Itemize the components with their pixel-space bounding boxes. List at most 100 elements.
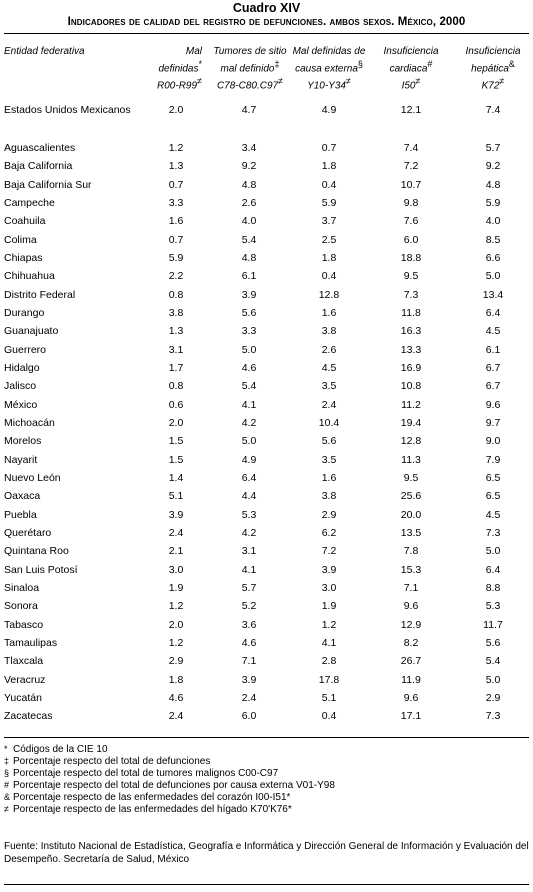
mal-definidas-cell: 1.5	[168, 453, 184, 466]
causa-externa-cell: 3.5	[321, 453, 337, 466]
mal-definidas-cell: 2.0	[168, 618, 184, 631]
hepatica-cell: 5.7	[485, 142, 501, 154]
causa-externa-cell: 1.8	[321, 251, 337, 264]
hepatica-cell: 5.9	[485, 196, 501, 209]
tumores-cell: 4.1	[241, 398, 257, 411]
entity-cell: Quintana Roo	[4, 545, 69, 558]
cardiaca-cell: 11.8	[401, 306, 421, 319]
tumores-cell: 4.8	[241, 178, 257, 191]
mal-definidas-cell: 1.8	[168, 673, 184, 686]
mal-definidas-cell: 1.4	[168, 471, 184, 484]
hepatica-cell: 4.5	[485, 325, 501, 338]
mal-definidas-cell: 1.6	[168, 215, 184, 228]
tumores-cell: 6.1	[241, 270, 257, 283]
footnotes: * Códigos de la CIE 10 ‡ Porcentaje respect…	[4, 744, 335, 816]
footnote-symbol: *	[4, 744, 8, 754]
cardiaca-cell: 12.9	[400, 618, 422, 631]
tumores-cell: 3.6	[241, 618, 257, 631]
tumores-cell: 4.8	[241, 251, 257, 264]
table-row: Tlaxcala 2.9 7.1 2.8 26.7 5.4	[0, 655, 533, 673]
entity-cell: Campeche	[4, 196, 55, 209]
mal-definidas-cell: 0.6	[168, 398, 184, 411]
table-row: Quintana Roo 2.1 3.1 7.2 7.8 5.0	[0, 545, 533, 563]
tumores-cell: 6.0	[241, 710, 257, 723]
hepatica-cell: 7.9	[485, 453, 501, 466]
hepatica-cell: 7.3	[485, 526, 501, 539]
table-row: Michoacán 2.0 4.2 10.4 19.4 9.7	[0, 417, 533, 435]
mal-definidas-cell: 1.3	[168, 325, 184, 338]
entity-cell: Coahuila	[4, 215, 46, 228]
footnote-item: # Porcentaje respecto del total de defunc…	[4, 780, 335, 792]
cardiaca-cell: 11.9	[401, 673, 421, 686]
entity-cell: Chiapas	[4, 251, 43, 264]
tumores-cell: 4.9	[241, 453, 257, 466]
entity-cell: Aguascalientes	[4, 142, 76, 154]
causa-externa-cell: 5.9	[321, 196, 337, 209]
cardiaca-cell: 18.8	[400, 251, 422, 264]
table-row: Baja California Sur 0.7 4.8 0.4 10.7 4.8	[0, 179, 533, 197]
tumores-cell: 5.2	[241, 600, 257, 613]
table-row: Veracruz 1.8 3.9 17.8 11.9 5.0	[0, 674, 533, 692]
cardiaca-cell: 10.8	[400, 380, 422, 393]
entity-cell: Chihuahua	[4, 270, 55, 283]
mal-definidas-cell: 3.8	[168, 306, 184, 319]
hepatica-cell: 4.5	[485, 508, 501, 521]
mal-definidas-cell: 1.7	[168, 361, 184, 374]
entity-cell: Tlaxcala	[4, 655, 44, 668]
table-row: Querétaro 2.4 4.2 6.2 13.5 7.3	[0, 527, 533, 545]
causa-externa-cell: 3.7	[321, 215, 337, 228]
hepatica-cell: 6.5	[485, 471, 501, 484]
entity-cell: Baja California	[4, 160, 73, 173]
cardiaca-cell: 6.0	[403, 233, 419, 246]
tumores-cell: 5.0	[241, 435, 257, 448]
entity-cell: Zacatecas	[4, 710, 53, 723]
header-col-tumores: Tumores de sitio mal definido‡ C78-C80.C…	[213, 46, 287, 92]
footnote-text: Porcentaje respecto del total de defunci…	[13, 756, 211, 767]
causa-externa-cell: 3.9	[321, 563, 337, 576]
entity-cell: Sonora	[4, 600, 38, 613]
table-row: Baja California 1.3 9.2 1.8 7.2 9.2	[0, 160, 533, 178]
tumores-cell: 7.1	[241, 655, 257, 668]
mal-definidas-cell: 2.0	[168, 104, 184, 116]
entity-cell: Veracruz	[4, 673, 46, 686]
tumores-cell: 5.4	[241, 380, 257, 393]
table-row: Durango 3.8 5.6 1.6 11.8 6.4	[0, 307, 533, 325]
cardiaca-cell: 17.1	[400, 710, 422, 723]
causa-externa-cell: 0.4	[321, 710, 337, 723]
entity-cell: Baja California Sur	[4, 178, 92, 191]
cardiaca-cell: 19.4	[400, 416, 422, 429]
entity-cell: Guanajuato	[4, 325, 59, 338]
mal-definidas-cell: 5.9	[168, 251, 184, 264]
mal-definidas-cell: 1.3	[168, 160, 184, 173]
tumores-cell: 5.3	[241, 508, 257, 521]
tumores-cell: 4.6	[241, 361, 257, 374]
national-total-row: Estados Unidos Mexicanos 2.0 4.7 4.9 12.1 7.4	[0, 104, 533, 122]
cardiaca-cell: 7.1	[403, 581, 419, 594]
causa-externa-cell: 1.8	[321, 160, 337, 173]
entity-cell: México	[4, 398, 38, 411]
mal-definidas-cell: 1.2	[168, 636, 184, 649]
footnote-item: ‡ Porcentaje respecto del total de defunc…	[4, 756, 335, 768]
causa-externa-cell: 3.0	[321, 581, 337, 594]
tumores-cell: 3.9	[241, 673, 257, 686]
table-row: Tabasco 2.0 3.6 1.2 12.9 11.7	[0, 619, 533, 637]
table-row: Guerrero 3.1 5.0 2.6 13.3 6.1	[0, 344, 533, 362]
causa-externa-cell: 5.6	[321, 435, 337, 448]
footnote-symbol: ≠	[4, 804, 9, 814]
tumores-cell: 4.0	[241, 215, 257, 228]
hepatica-cell: 5.3	[485, 600, 501, 613]
tumores-cell: 5.4	[241, 233, 257, 246]
mal-definidas-cell: 3.1	[168, 343, 184, 356]
hepatica-cell: 6.6	[485, 251, 501, 264]
mal-definidas-cell: 4.6	[168, 691, 184, 704]
hepatica-cell: 2.9	[485, 691, 501, 704]
causa-externa-cell: 2.8	[321, 655, 337, 668]
header-entity: Entidad federativa	[4, 46, 85, 57]
tumores-cell: 4.4	[241, 490, 257, 503]
table-row: Puebla 3.9 5.3 2.9 20.0 4.5	[0, 509, 533, 527]
cardiaca-cell: 12.8	[400, 435, 422, 448]
footnote-text: Códigos de la CIE 10	[13, 744, 108, 755]
causa-externa-cell: 5.1	[321, 691, 337, 704]
entity-cell: Oaxaca	[4, 490, 41, 503]
tumores-cell: 3.4	[241, 142, 257, 154]
